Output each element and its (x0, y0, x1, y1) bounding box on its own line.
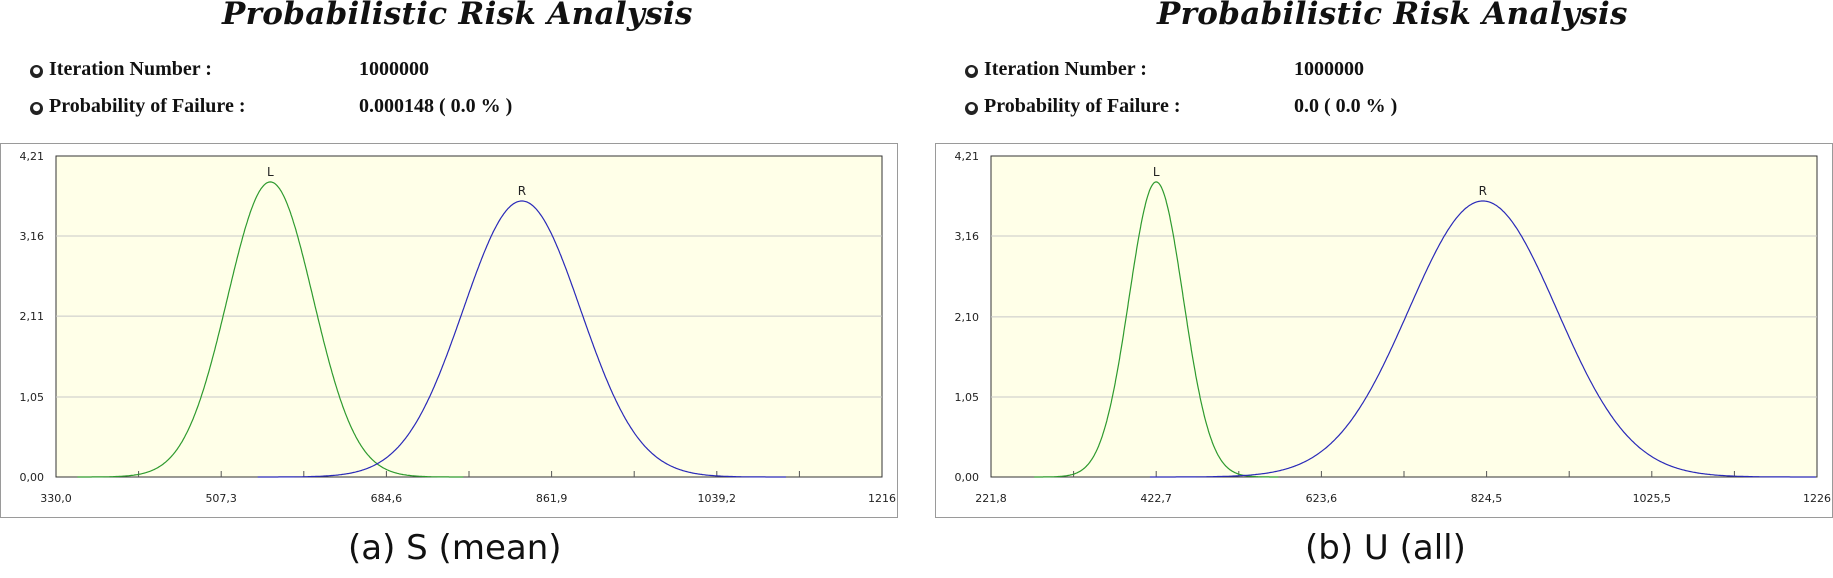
iteration-label: Iteration Number : (49, 58, 212, 80)
iteration-value: 1000000 (1294, 58, 1364, 80)
series-label-r: R (518, 184, 526, 198)
x-tick-label: 623,6 (1306, 492, 1338, 505)
x-tick-label: 861,9 (536, 492, 568, 505)
x-tick-label: 1216 (868, 492, 896, 505)
x-tick-label: 1039,2 (698, 492, 737, 505)
probability-value: 0.0 ( 0.0 % ) (1294, 95, 1398, 117)
info-bullet-icon: ● (30, 102, 43, 115)
panel-u-all: Probabilistic Risk Analysis ● Iteration N… (935, 0, 1833, 578)
iteration-value: 1000000 (359, 58, 429, 80)
y-tick-label: 1,05 (20, 391, 45, 404)
iteration-row: ● Iteration Number : 1000000 (965, 58, 1364, 81)
info-bullet-icon: ● (30, 65, 43, 78)
series-line-r (1149, 200, 1816, 478)
panel-s-mean: Probabilistic Risk Analysis ● Iteration N… (0, 0, 900, 578)
distribution-chart-svg: 0,00 1,05 2,10 3,16 4,21 221,8 422,7 623,6 824,5… (955, 150, 1832, 505)
distribution-chart: 0,00 1,05 2,11 3,16 4,21 330,0 507,3 684,6 861,9… (0, 143, 898, 518)
probability-value: 0.000148 ( 0.0 % ) (359, 95, 513, 117)
series-label-r: R (1479, 184, 1487, 198)
x-tick-label: 330,0 (40, 492, 72, 505)
y-tick-label: 0,00 (955, 471, 980, 484)
probability-label: Probability of Failure : (984, 95, 1181, 117)
x-tick-label: 1025,5 (1633, 492, 1672, 505)
y-tick-label: 1,05 (955, 391, 980, 404)
y-tick-label: 2,11 (20, 310, 45, 323)
info-bullet-icon: ● (965, 102, 978, 115)
x-tick-label: 422,7 (1140, 492, 1172, 505)
y-tick-label: 4,21 (20, 150, 45, 163)
x-tick-label: 507,3 (205, 492, 237, 505)
iteration-label: Iteration Number : (984, 58, 1147, 80)
probability-label: Probability of Failure : (49, 95, 246, 117)
x-tick-label: 684,6 (371, 492, 403, 505)
distribution-chart: 0,00 1,05 2,10 3,16 4,21 221,8 422,7 623,6 824,5… (935, 143, 1833, 518)
series-line-l (77, 181, 464, 478)
info-bullet-icon: ● (965, 65, 978, 78)
x-tick-label: 1226 (1803, 492, 1831, 505)
series-label-l: L (267, 165, 274, 179)
series-line-l (1034, 181, 1279, 478)
figure-caption: (a) S (mean) (348, 528, 562, 568)
y-tick-label: 3,16 (955, 230, 980, 243)
x-tick-label: 824,5 (1471, 492, 1503, 505)
y-tick-label: 0,00 (20, 471, 45, 484)
y-tick-label: 3,16 (20, 230, 45, 243)
y-tick-label: 2,10 (955, 311, 980, 324)
panel-title: Probabilistic Risk Analysis (1157, 0, 1628, 32)
probability-row: ● Probability of Failure : 0.000148 ( 0.0… (30, 95, 512, 118)
figure-caption: (b) U (all) (1305, 528, 1466, 568)
panel-title: Probabilistic Risk Analysis (222, 0, 693, 32)
iteration-row: ● Iteration Number : 1000000 (30, 58, 429, 81)
series-label-l: L (1153, 165, 1160, 179)
series-line-r (257, 200, 786, 478)
y-tick-label: 4,21 (955, 150, 980, 163)
distribution-chart-svg: 0,00 1,05 2,11 3,16 4,21 330,0 507,3 684,6 861,9… (20, 150, 897, 505)
probability-row: ● Probability of Failure : 0.0 ( 0.0 % ) (965, 95, 1397, 118)
x-tick-label: 221,8 (975, 492, 1007, 505)
